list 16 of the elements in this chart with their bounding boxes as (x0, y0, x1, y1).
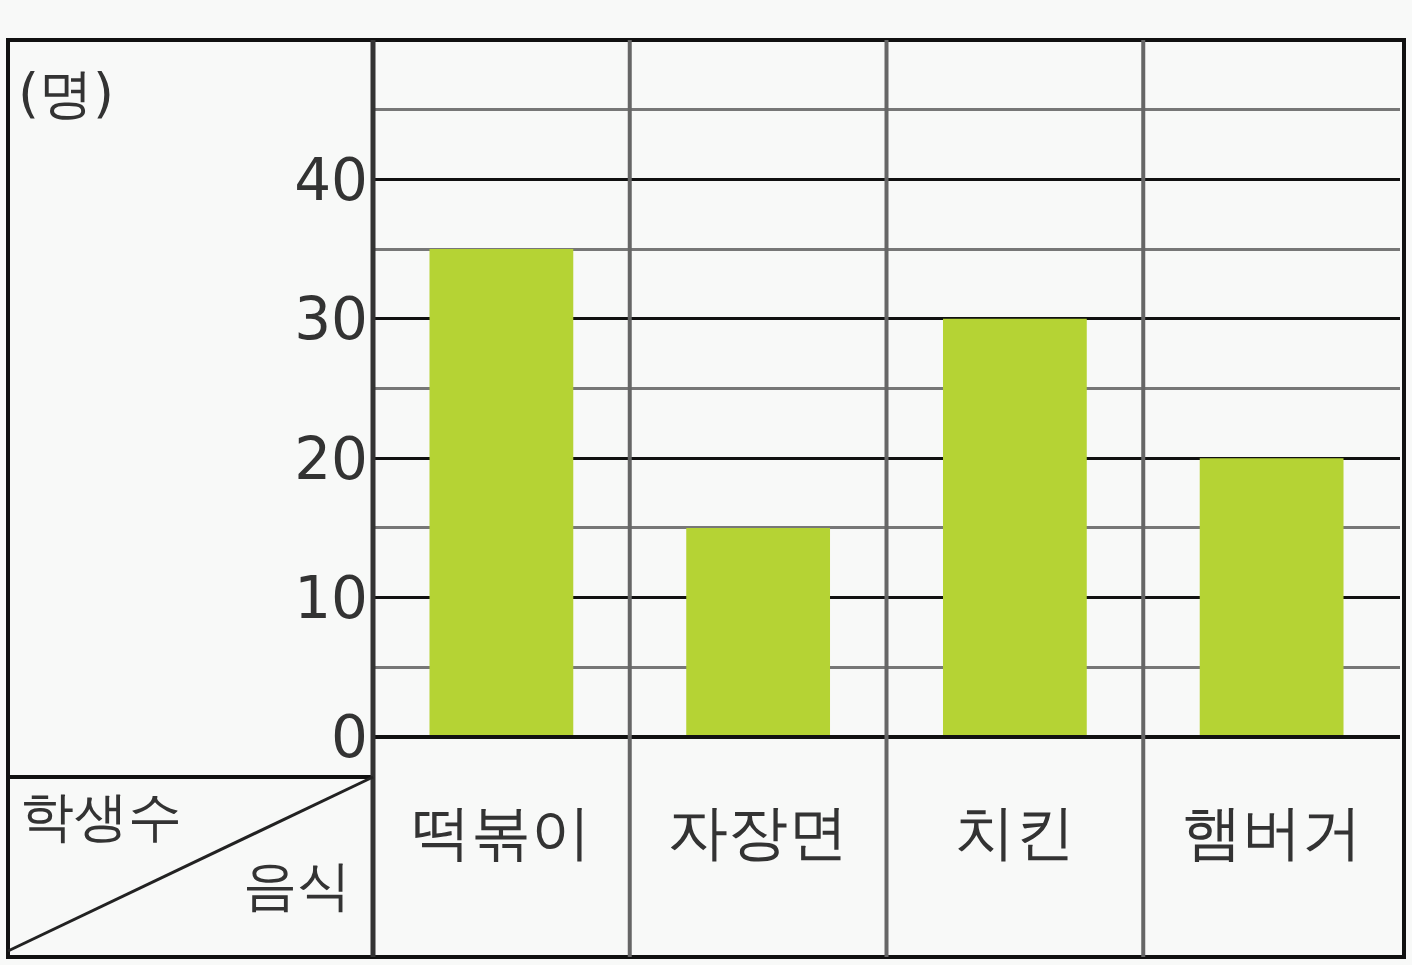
x-tick-label: 떡볶이 (411, 797, 592, 867)
y-tick-label: 10 (294, 563, 368, 632)
y-tick-label: 40 (294, 145, 368, 214)
x-tick-label: 햄버거 (1181, 797, 1362, 867)
x-tick-label: 자장면 (668, 797, 849, 867)
bar (429, 249, 574, 737)
y-tick-label: 20 (294, 424, 368, 493)
y-tick-label: 30 (294, 285, 368, 354)
x-tick-label: 치킨 (954, 797, 1075, 867)
bar (1199, 458, 1344, 737)
bar (942, 318, 1087, 737)
bar (686, 527, 831, 737)
x-axis-title: 음식 (243, 854, 351, 917)
y-axis-title: (명) (18, 62, 115, 125)
y-tick-label: 0 (331, 703, 368, 772)
text: 학생수 (20, 785, 182, 848)
